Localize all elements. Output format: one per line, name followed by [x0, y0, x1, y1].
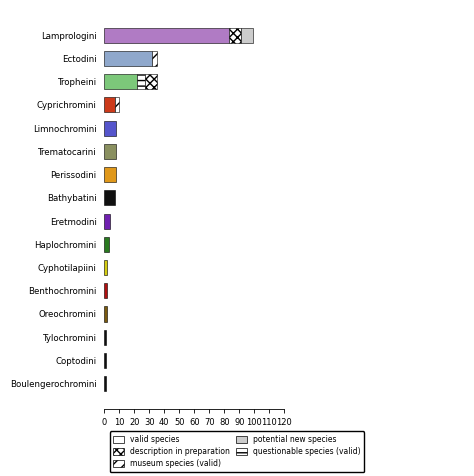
Bar [104, 376, 106, 391]
Bar [104, 74, 137, 89]
Bar [104, 98, 115, 112]
Bar [145, 74, 157, 89]
Bar [104, 283, 107, 298]
Bar [104, 51, 152, 66]
Bar [104, 214, 110, 228]
Bar [104, 260, 107, 275]
Bar [229, 28, 241, 43]
Bar [104, 144, 116, 159]
Bar [152, 51, 157, 66]
Bar [137, 74, 145, 89]
Bar [104, 120, 116, 136]
Bar [104, 167, 116, 182]
Bar [104, 330, 106, 345]
Bar [104, 307, 107, 321]
Bar [104, 237, 109, 252]
Legend: valid species, description in preparation, museum species (valid), potential new: valid species, description in preparatio… [109, 431, 365, 472]
Bar [104, 353, 106, 368]
X-axis label: Number of taxa: Number of taxa [154, 433, 235, 443]
Bar [104, 190, 115, 205]
Bar [104, 28, 229, 43]
Bar [241, 28, 253, 43]
Bar [115, 98, 119, 112]
